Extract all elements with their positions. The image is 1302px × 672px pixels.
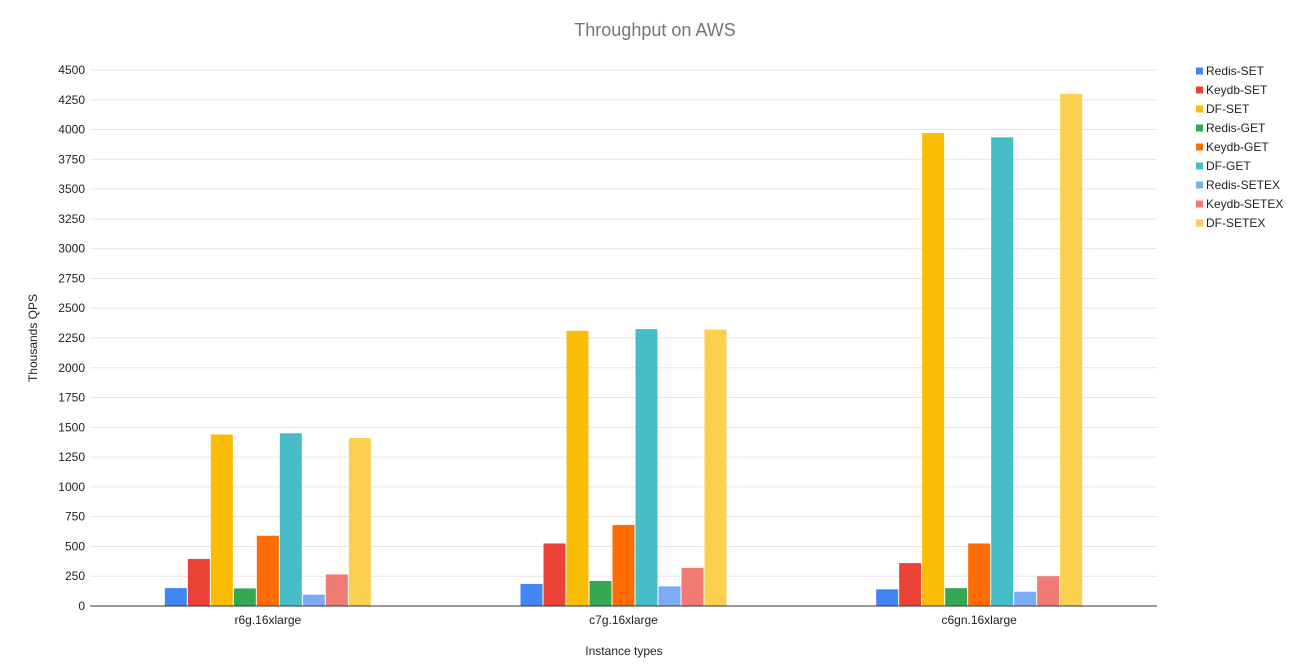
y-tick-label: 1250 (58, 450, 85, 464)
bar-redis-setex (1014, 591, 1037, 606)
bar-keydb-setex (325, 574, 348, 606)
x-tick-label: r6g.16xlarge (234, 613, 301, 627)
bar-df-get (991, 137, 1014, 606)
legend-label: Keydb-GET (1206, 140, 1269, 154)
legend-label: DF-SETEX (1206, 216, 1265, 230)
y-tick-label: 500 (65, 539, 85, 553)
bar-df-set (566, 330, 589, 606)
y-tick-labels: 0 250 500 750 1000 1250 1500 1750 2000 2250 2500 27… (58, 63, 85, 613)
bar-keydb-get (256, 535, 279, 606)
bar-keydb-get (612, 525, 635, 606)
bar-redis-setex (658, 586, 681, 606)
legend-label: DF-GET (1206, 159, 1251, 173)
bars (164, 93, 1083, 607)
bar-df-setex (1060, 93, 1083, 607)
legend-label: Redis-GET (1206, 121, 1266, 135)
bar-df-setex (348, 438, 371, 606)
x-axis-title: Instance types (585, 644, 662, 658)
legend-swatch (1196, 162, 1203, 170)
y-tick-label: 1750 (58, 391, 85, 405)
y-tick-label: 3000 (58, 242, 85, 256)
y-tick-label: 4500 (58, 63, 85, 77)
y-tick-label: 2750 (58, 271, 85, 285)
legend-label: Keydb-SET (1206, 83, 1268, 97)
bar-df-setex (704, 329, 727, 606)
y-tick-label: 4000 (58, 123, 85, 137)
y-tick-label: 4250 (58, 93, 85, 107)
bar-df-set (922, 133, 945, 606)
legend-label: DF-SET (1206, 102, 1250, 116)
bar-redis-set (164, 588, 187, 606)
x-tick-labels: r6g.16xlarge c7g.16xlarge c6gn.16xlarge (234, 613, 1017, 627)
bar-df-set (210, 434, 233, 606)
bar-keydb-set (543, 543, 566, 606)
y-tick-label: 2250 (58, 331, 85, 345)
legend-swatch (1196, 181, 1203, 189)
x-tick-label: c7g.16xlarge (589, 613, 658, 627)
bar-redis-set (876, 589, 899, 606)
bar-keydb-setex (1037, 576, 1060, 606)
legend-swatch (1196, 67, 1203, 75)
y-tick-label: 250 (65, 569, 85, 583)
bar-df-get (635, 329, 658, 606)
y-tick-label: 750 (65, 510, 85, 524)
legend-label: Redis-SET (1206, 64, 1265, 78)
y-tick-label: 3250 (58, 212, 85, 226)
legend: Redis-SET Keydb-SET DF-SET Redis-GET Keydb-G… (1196, 64, 1283, 230)
bar-redis-get (589, 580, 612, 606)
bar-redis-set (520, 583, 543, 606)
y-tick-label: 2000 (58, 361, 85, 375)
legend-swatch (1196, 124, 1203, 132)
legend-swatch (1196, 219, 1203, 227)
bar-df-get (279, 433, 302, 606)
bar-keydb-setex (681, 567, 704, 606)
y-tick-label: 1500 (58, 420, 85, 434)
bar-redis-get (233, 588, 256, 606)
legend-swatch (1196, 86, 1203, 94)
bar-redis-setex (302, 594, 325, 606)
y-axis-title: Thousands QPS (26, 294, 40, 382)
y-tick-label: 3750 (58, 152, 85, 166)
bar-redis-get (945, 588, 968, 606)
y-tick-label: 1000 (58, 480, 85, 494)
legend-label: Redis-SETEX (1206, 178, 1280, 192)
legend-swatch (1196, 200, 1203, 208)
legend-swatch (1196, 105, 1203, 113)
legend-label: Keydb-SETEX (1206, 197, 1283, 211)
bar-keydb-get (968, 543, 991, 606)
bar-keydb-set (899, 563, 922, 606)
legend-swatch (1196, 143, 1203, 151)
gridlines (90, 69, 1157, 577)
y-tick-label: 0 (78, 599, 85, 613)
chart-title: Throughput on AWS (574, 20, 735, 40)
y-tick-label: 3500 (58, 182, 85, 196)
bar-keydb-set (187, 558, 210, 606)
y-tick-label: 2500 (58, 301, 85, 315)
x-tick-label: c6gn.16xlarge (941, 613, 1017, 627)
